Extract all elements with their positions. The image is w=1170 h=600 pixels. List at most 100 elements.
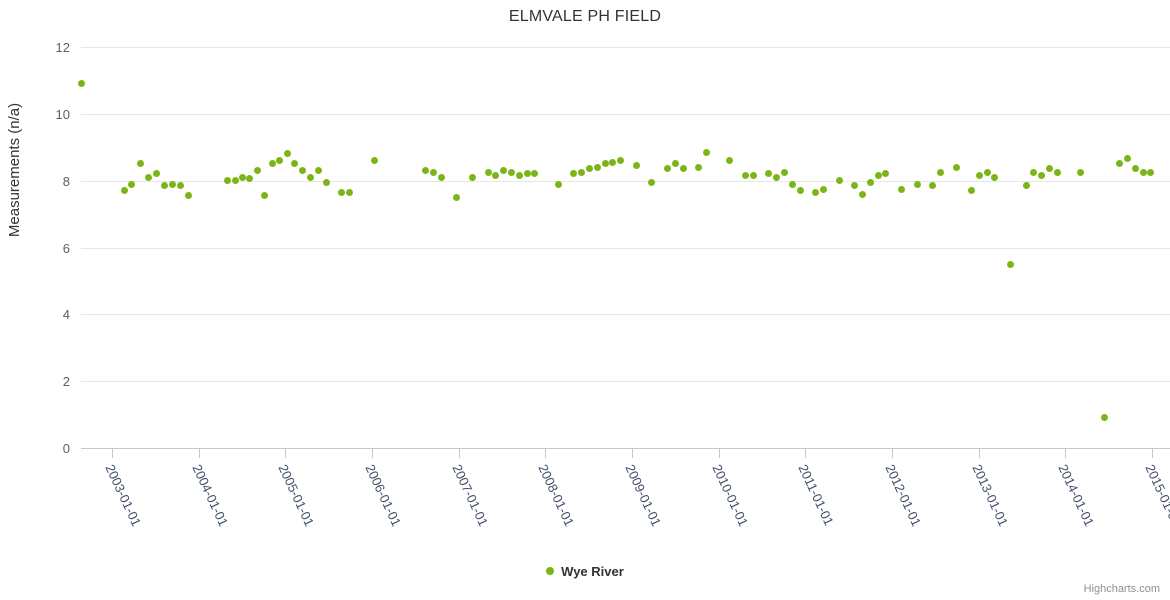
data-point[interactable] (1053, 168, 1061, 176)
data-point[interactable] (500, 167, 508, 175)
data-point[interactable] (1030, 168, 1038, 176)
data-point[interactable] (223, 177, 231, 185)
data-point[interactable] (523, 170, 531, 178)
data-point[interactable] (1100, 414, 1108, 422)
data-point[interactable] (508, 168, 516, 176)
x-axis-tick (545, 449, 547, 458)
data-point[interactable] (835, 177, 843, 185)
data-point[interactable] (307, 173, 315, 181)
data-point[interactable] (936, 168, 944, 176)
data-point[interactable] (152, 170, 160, 178)
data-point[interactable] (1007, 260, 1015, 268)
data-point[interactable] (929, 182, 937, 190)
data-point[interactable] (796, 187, 804, 195)
data-point[interactable] (897, 185, 905, 193)
data-point[interactable] (137, 160, 145, 168)
data-point[interactable] (283, 150, 291, 158)
data-point[interactable] (632, 162, 640, 170)
data-point[interactable] (169, 180, 177, 188)
data-point[interactable] (291, 160, 299, 168)
data-point[interactable] (858, 190, 866, 198)
data-point[interactable] (1022, 182, 1030, 190)
gridline (81, 47, 1170, 48)
data-point[interactable] (609, 158, 617, 166)
data-point[interactable] (1124, 155, 1132, 163)
data-point[interactable] (780, 168, 788, 176)
data-point[interactable] (703, 148, 710, 156)
data-point[interactable] (695, 163, 703, 171)
data-point[interactable] (314, 167, 322, 175)
data-point[interactable] (492, 172, 500, 180)
x-axis-tick (1065, 449, 1067, 458)
data-point[interactable] (120, 187, 128, 195)
data-point[interactable] (1046, 165, 1054, 173)
data-point[interactable] (773, 173, 781, 181)
data-point[interactable] (231, 177, 239, 185)
data-point[interactable] (679, 165, 687, 173)
data-point[interactable] (1131, 165, 1139, 173)
data-point[interactable] (268, 160, 276, 168)
data-point[interactable] (275, 157, 283, 165)
data-point[interactable] (952, 163, 960, 171)
data-point[interactable] (812, 188, 820, 196)
data-point[interactable] (430, 168, 438, 176)
data-point[interactable] (671, 160, 679, 168)
data-point[interactable] (601, 160, 609, 168)
data-point[interactable] (593, 163, 601, 171)
data-point[interactable] (453, 193, 461, 201)
data-point[interactable] (983, 168, 991, 176)
data-point[interactable] (726, 157, 734, 165)
data-point[interactable] (184, 192, 192, 200)
data-point[interactable] (338, 188, 346, 196)
data-point[interactable] (578, 168, 586, 176)
highcharts-credits-link[interactable]: Highcharts.com (1083, 583, 1160, 595)
data-point[interactable] (484, 168, 492, 176)
data-point[interactable] (77, 80, 85, 88)
data-point[interactable] (975, 172, 983, 180)
data-point[interactable] (515, 172, 523, 180)
data-point[interactable] (246, 175, 254, 183)
data-point[interactable] (346, 188, 354, 196)
data-point[interactable] (968, 187, 976, 195)
data-point[interactable] (238, 173, 246, 181)
data-point[interactable] (874, 172, 882, 180)
data-point[interactable] (648, 178, 656, 186)
data-point[interactable] (554, 180, 562, 188)
data-point[interactable] (469, 173, 477, 181)
data-point[interactable] (254, 167, 262, 175)
data-point[interactable] (664, 165, 672, 173)
data-point[interactable] (437, 173, 445, 181)
data-point[interactable] (371, 157, 379, 165)
data-point[interactable] (1147, 168, 1155, 176)
data-point[interactable] (991, 173, 999, 181)
data-point[interactable] (882, 170, 890, 178)
data-point[interactable] (765, 170, 773, 178)
data-point[interactable] (322, 178, 330, 186)
data-point[interactable] (913, 180, 921, 188)
data-point[interactable] (749, 172, 757, 180)
data-point[interactable] (1038, 172, 1046, 180)
data-point[interactable] (1077, 168, 1085, 176)
data-point[interactable] (127, 180, 135, 188)
legend-marker-icon (546, 566, 555, 575)
data-point[interactable] (160, 182, 168, 190)
data-point[interactable] (851, 182, 859, 190)
data-point[interactable] (788, 180, 796, 188)
data-point[interactable] (1139, 168, 1147, 176)
data-point[interactable] (261, 192, 269, 200)
data-point[interactable] (617, 157, 625, 165)
legend-item-wye-river[interactable]: Wye River (546, 563, 624, 579)
data-point[interactable] (866, 178, 874, 186)
data-point[interactable] (422, 167, 430, 175)
data-point[interactable] (1116, 160, 1124, 168)
data-point[interactable] (145, 173, 153, 181)
data-point[interactable] (586, 165, 594, 173)
data-point[interactable] (741, 172, 749, 180)
data-point[interactable] (570, 170, 578, 178)
data-point[interactable] (531, 170, 539, 178)
data-point[interactable] (299, 167, 307, 175)
data-point[interactable] (177, 182, 185, 190)
x-axis-tick-label: 2007-01-01 (449, 462, 491, 529)
y-axis-tick-label: 6 (62, 240, 70, 256)
data-point[interactable] (819, 185, 827, 193)
